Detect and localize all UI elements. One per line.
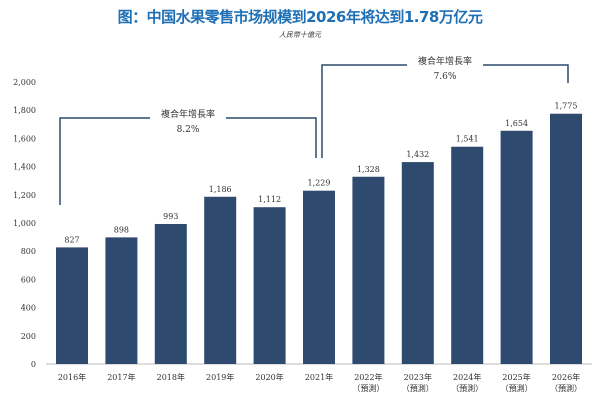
x-tick-label: 2025年 [502, 372, 530, 382]
data-label: 1,112 [258, 195, 281, 204]
bar [204, 196, 237, 364]
chart-subtitle: 人民幣十億元 [279, 31, 321, 39]
y-tick-label: 600 [21, 275, 36, 284]
bar [56, 247, 88, 364]
data-label: 1,432 [406, 150, 429, 159]
x-tick-label: 2020年 [255, 372, 283, 382]
bar [500, 130, 533, 364]
bar [154, 223, 187, 364]
bar [401, 162, 434, 364]
x-tick-label: 2017年 [107, 372, 135, 382]
x-tick-label: 2019年 [206, 372, 234, 382]
x-tick-label: 2018年 [157, 372, 185, 382]
y-tick-label: 1,200 [13, 191, 36, 200]
x-tick-label: 2026年 [552, 372, 580, 382]
y-tick-label: 2,000 [13, 78, 36, 87]
x-tick-label: （預測） [352, 383, 384, 393]
data-label: 1,541 [456, 135, 479, 144]
bar [303, 190, 335, 364]
data-label: 827 [64, 235, 79, 244]
data-label: 1,775 [555, 102, 578, 111]
cagr-value: 7.6% [434, 72, 457, 82]
cagr-value: 8.2% [177, 125, 200, 135]
bar [451, 146, 484, 364]
cagr-label: 複合年增長率 [418, 55, 472, 67]
chart-title: 图：中国水果零售市场规模到2026年将达到1.78万亿元 [117, 8, 483, 26]
cagr-bracket [321, 64, 569, 158]
data-label: 1,328 [357, 165, 380, 174]
x-tick-label: 2022年 [354, 372, 382, 382]
data-label: 1,229 [308, 179, 331, 188]
data-label: 1,186 [209, 185, 232, 194]
data-label: 1,654 [505, 119, 528, 128]
y-tick-label: 1,600 [13, 134, 36, 143]
x-tick-label: （預測） [402, 383, 434, 393]
y-tick-label: 1,800 [13, 106, 36, 115]
data-label: 898 [114, 225, 129, 234]
x-tick-label: （預測） [451, 383, 483, 393]
bar [253, 207, 286, 364]
y-tick-label: 1,000 [13, 219, 36, 228]
y-tick-label: 200 [21, 332, 36, 341]
data-label: 993 [163, 212, 178, 221]
cagr-label: 複合年增長率 [161, 108, 215, 120]
cagr-bracket [59, 117, 317, 205]
bar [352, 176, 385, 364]
x-tick-label: 2016年 [58, 372, 86, 382]
x-tick-label: 2023年 [404, 372, 432, 382]
y-tick-label: 0 [31, 360, 36, 369]
bar [105, 237, 138, 364]
y-tick-label: 1,400 [13, 163, 36, 172]
x-tick-label: （預測） [550, 383, 582, 393]
y-tick-label: 800 [21, 247, 36, 256]
x-tick-label: 2021年 [305, 372, 333, 382]
bar [550, 113, 582, 364]
x-tick-label: （預測） [501, 383, 533, 393]
y-tick-label: 400 [21, 304, 36, 313]
x-tick-label: 2024年 [453, 372, 481, 382]
